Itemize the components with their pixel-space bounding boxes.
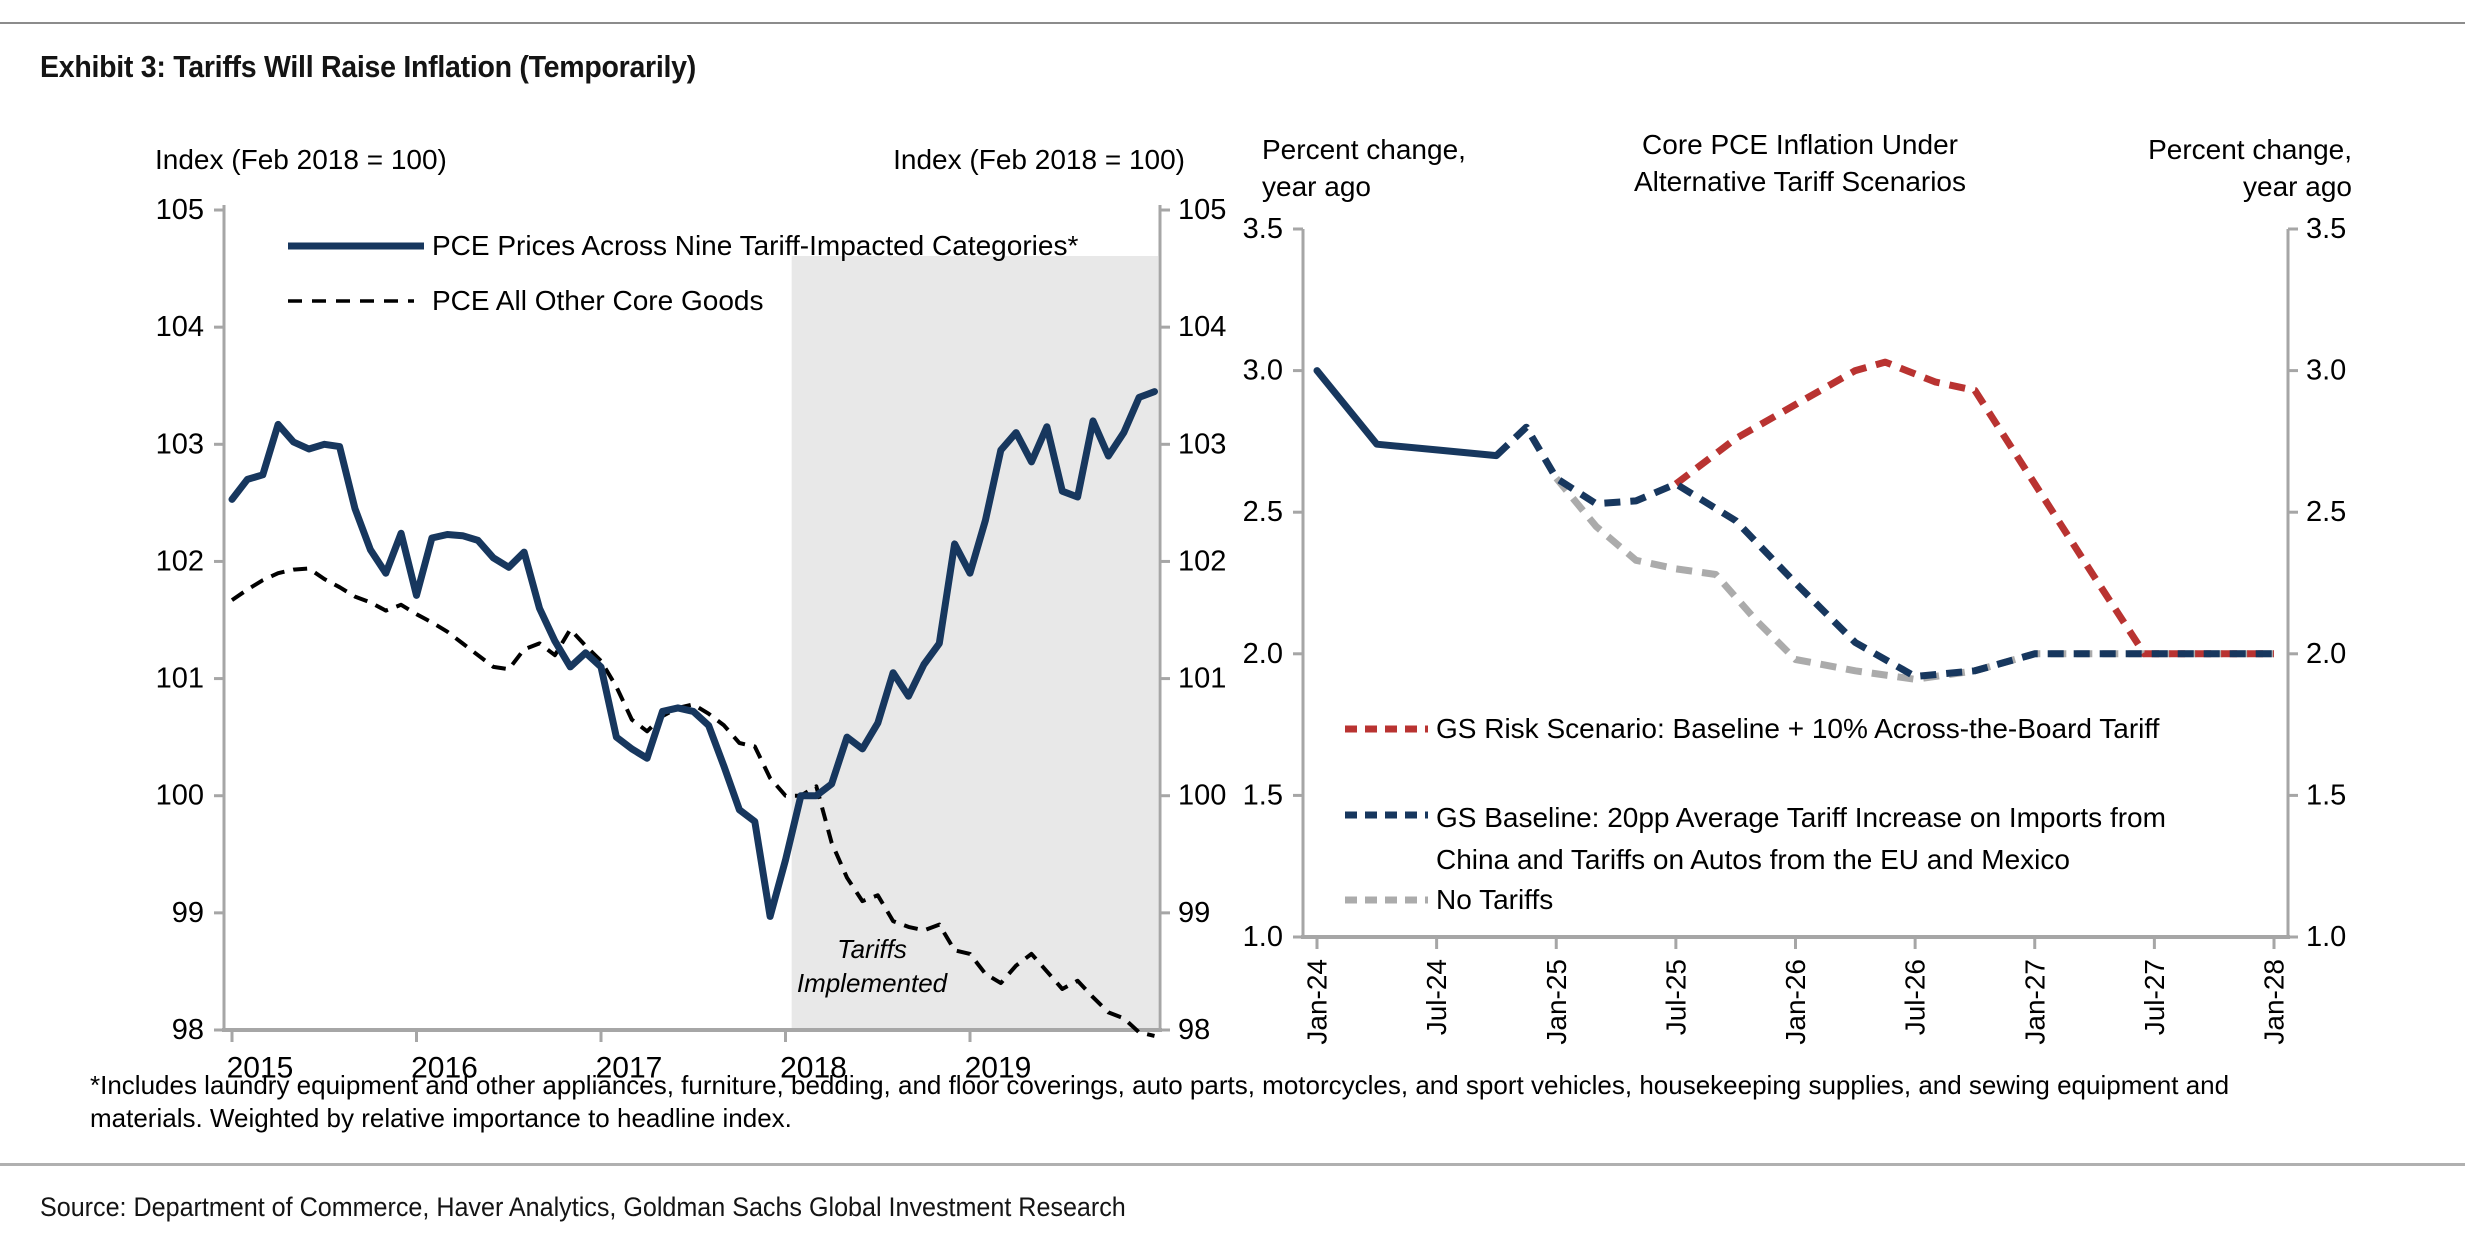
footnote-line1: *Includes laundry equipment and other ap…	[90, 1070, 2230, 1100]
axis-tick-label: Jan-25	[1541, 959, 1572, 1045]
legend-baseline-line2: China and Tariffs on Autos from the EU a…	[1436, 844, 2070, 875]
axis-tick-label: Jan-26	[1780, 959, 1811, 1045]
legend-label-no-tariffs: No Tariffs	[1436, 884, 1554, 915]
axis-tick-label: 2019	[965, 1052, 1032, 1085]
axis-tick-label: 3.0	[1243, 355, 1283, 387]
axis-tick-label: Jan-24	[1302, 959, 1333, 1045]
axis-tick-label: 99	[1178, 897, 1210, 929]
axis-tick-label: Jul-25	[1660, 959, 1691, 1035]
axis-tick-label: 102	[1178, 545, 1226, 577]
axis-tick-label: 2.5	[1243, 496, 1283, 528]
right-chart-ylabel-left: Percent change, year ago	[1262, 131, 1466, 205]
axis-tick-label: 100	[1178, 780, 1226, 812]
right-chart-title-line2: Alternative Tariff Scenarios	[1633, 166, 1967, 197]
axis-tick-label: 102	[156, 545, 204, 577]
axis-tick-label: 2016	[411, 1052, 478, 1085]
axis-tick-label: 2.0	[2306, 638, 2346, 670]
axis-tick-label: 3.5	[1243, 213, 1283, 245]
legend-label-other-core-goods: PCE All Other Core Goods	[432, 285, 764, 316]
data-series-line	[230, 566, 1155, 1038]
axis-tick-label: 2015	[227, 1052, 294, 1085]
axis-tick-label: 2.5	[2306, 496, 2346, 528]
axis-tick-label: Jan-28	[2259, 959, 2290, 1045]
tariffs-implemented-shading	[791, 256, 1158, 1028]
axis-tick-label: 2.0	[1243, 638, 1283, 670]
footnote-line2: materials. Weighted by relative importan…	[90, 1103, 792, 1133]
bottom-rule	[0, 1163, 2465, 1166]
shaded-region-label-line2: Implemented	[796, 968, 948, 998]
data-series-line	[1673, 358, 2274, 658]
axis-tick-label: 105	[1178, 194, 1226, 226]
right-chart-title: Core PCE Inflation Under Alternative Tar…	[1500, 126, 2100, 200]
legend-label-risk-scenario: GS Risk Scenario: Baseline + 10% Across-…	[1436, 713, 2160, 744]
legend-label-baseline: GS Baseline: 20pp Average Tariff Increas…	[1436, 797, 2166, 881]
axis-tick-label: 2018	[780, 1052, 847, 1085]
legend-label-tariff-impacted: PCE Prices Across Nine Tariff-Impacted C…	[432, 230, 1079, 261]
axis-tick-label: Jul-24	[1421, 959, 1452, 1035]
axis-tick-label: 103	[156, 428, 204, 460]
axis-tick-label: 105	[156, 194, 204, 226]
axis-tick-label: 104	[1178, 311, 1226, 343]
axis-tick-label: 104	[156, 311, 204, 343]
axis-tick-label: 1.0	[1243, 921, 1283, 953]
ylabel-right-line2: year ago	[2243, 171, 2352, 202]
data-series-line	[1313, 367, 1500, 460]
axis-tick-label: 101	[1178, 663, 1226, 695]
right-chart-ylabel-right: Percent change, year ago	[2148, 131, 2352, 205]
shaded-region-label-line1: Tariffs	[837, 934, 907, 964]
axis-tick-label: 99	[172, 897, 204, 929]
ylabel-right-line1: Percent change,	[2148, 134, 2352, 165]
axis-tick-label: 1.5	[1243, 779, 1283, 811]
axis-tick-label: 98	[172, 1014, 204, 1046]
axis-tick-label: Jul-27	[2139, 959, 2170, 1035]
axis-tick-label: 2017	[596, 1052, 663, 1085]
axis-tick-label: 100	[156, 780, 204, 812]
exhibit-title: Exhibit 3: Tariffs Will Raise Inflation …	[40, 49, 696, 84]
shaded-region-label: Tariffs Implemented	[742, 932, 1002, 1000]
left-chart-axis-label-right: Index (Feb 2018 = 100)	[893, 144, 1185, 175]
axis-tick-label: 1.0	[2306, 921, 2346, 953]
ylabel-left-line1: Percent change,	[1262, 134, 1466, 165]
ylabel-left-line2: year ago	[1262, 171, 1371, 202]
left-chart-axis-label-left: Index (Feb 2018 = 100)	[155, 144, 447, 175]
data-series-line	[228, 388, 1158, 920]
axis-tick-label: Jan-27	[2019, 959, 2050, 1045]
top-rule	[0, 22, 2465, 24]
data-series-line	[1493, 423, 2274, 680]
right-chart-title-line1: Core PCE Inflation Under	[1642, 129, 1958, 160]
data-series-line	[1553, 475, 2274, 683]
source-line: Source: Department of Commerce, Haver An…	[40, 1192, 1126, 1222]
axis-tick-label: 103	[1178, 428, 1226, 460]
legend-baseline-line1: GS Baseline: 20pp Average Tariff Increas…	[1436, 802, 2166, 833]
axis-tick-label: 98	[1178, 1014, 1210, 1046]
axis-tick-label: 3.0	[2306, 355, 2346, 387]
axis-tick-label: Jul-26	[1900, 959, 1931, 1035]
axis-tick-label: 101	[156, 663, 204, 695]
axis-tick-label: 1.5	[2306, 779, 2346, 811]
axis-tick-label: 3.5	[2306, 213, 2346, 245]
